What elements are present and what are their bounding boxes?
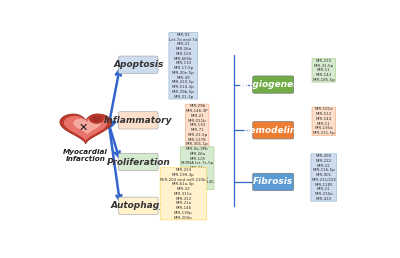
Text: MiR-210
MiR-31-5p
MiR-11
MiR-143
MiR-185-5p: MiR-210 MiR-31-5p MiR-11 MiR-143 MiR-185… — [312, 59, 335, 82]
FancyBboxPatch shape — [119, 197, 158, 214]
Text: Fibrosis: Fibrosis — [253, 178, 293, 187]
Text: Angiogenesis: Angiogenesis — [239, 80, 307, 89]
FancyBboxPatch shape — [253, 76, 294, 93]
Text: Myocardial
Infarction: Myocardial Infarction — [63, 149, 108, 162]
Polygon shape — [73, 119, 101, 135]
Text: Proliferation: Proliferation — [106, 158, 170, 167]
Text: Autophagy: Autophagy — [111, 201, 166, 210]
Text: MiR-223
MiR-199-3p
MiR-204 and miR-210b
MiR-61a-3p
MiR-22
MiR-311a
MiR-312
MiR-2: MiR-223 MiR-199-3p MiR-204 and miR-210b … — [160, 168, 206, 220]
Polygon shape — [60, 114, 112, 144]
Polygon shape — [64, 116, 108, 141]
FancyBboxPatch shape — [253, 122, 294, 139]
Text: MiR-9a-3Pb
MiR-26a
MiR-125
MiRNA let-7c-5p
MiR-24a
MiR-21-5p
MiR-491-1p
MiR-130a: MiR-9a-3Pb MiR-26a MiR-125 MiRNA let-7c-… — [181, 147, 214, 189]
FancyBboxPatch shape — [119, 154, 158, 171]
FancyBboxPatch shape — [119, 112, 158, 129]
FancyBboxPatch shape — [119, 56, 158, 73]
Text: MiR-91
Let-7a and 7d
MiR-21
MiR-26a
MiR-124
MiR-665b
MiR-133
MiR-17-5p
MiR-30e-5: MiR-91 Let-7a and 7d MiR-21 MiR-26a MiR-… — [169, 33, 197, 99]
Circle shape — [92, 116, 101, 122]
Text: Remodeling: Remodeling — [243, 126, 303, 135]
Text: MiR-101a
MiR-512
MiR-144
MiR-11
MiR-195a
MiR-211-5p: MiR-101a MiR-512 MiR-144 MiR-11 MiR-195a… — [312, 107, 335, 135]
Text: Inflammatory: Inflammatory — [104, 116, 173, 125]
Text: Apoptosis: Apoptosis — [113, 60, 164, 69]
Circle shape — [90, 114, 103, 123]
Text: ✕: ✕ — [78, 122, 88, 132]
Text: MiR-494
MiR-222
MiR-22
MiR-116-5p
MiR-901
MiR-211/222
MiR-1185
MiR-21
MiR-210a
M: MiR-494 MiR-222 MiR-22 MiR-116-5p MiR-90… — [311, 154, 336, 201]
FancyBboxPatch shape — [253, 173, 294, 191]
Text: MiR-29b
MiR-146-3P
MiR-21
MiR-011b
MiR-133
MiR-71
MiR-21-5p
MiR-1278
MiR-301-1p
: MiR-29b MiR-146-3P MiR-21 MiR-011b MiR-1… — [186, 104, 209, 151]
